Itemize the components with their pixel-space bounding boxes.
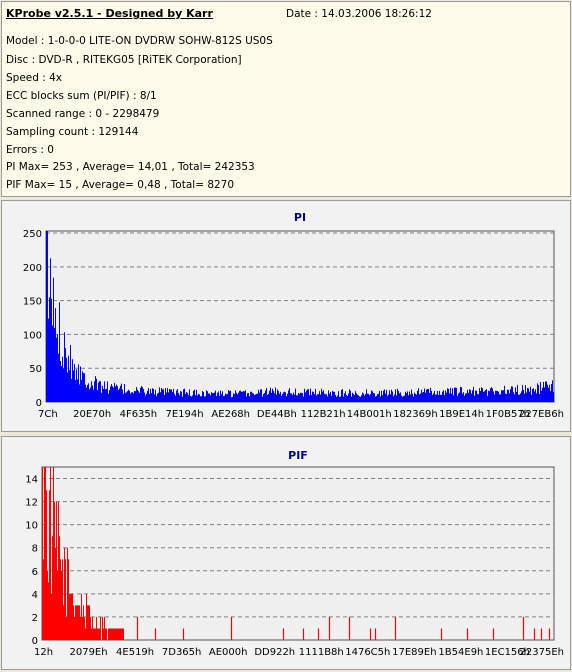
info-ecc-blocks: ECC blocks sum (PI/PIF) : 8/1 <box>6 90 157 102</box>
x-tick-label: 227EB6h <box>519 409 564 420</box>
x-tick-label: 4F635h <box>120 409 158 420</box>
x-tick-label: 112B21h <box>301 409 346 420</box>
info-disc: Disc : DVD-R , RITEKG05 [RiTEK Corporati… <box>6 54 242 66</box>
y-tick-label: 150 <box>23 297 42 308</box>
info-sampling-count: Sampling count : 129144 <box>6 126 139 138</box>
x-tick-label: 22375Eh <box>520 647 564 658</box>
y-tick-label: 8 <box>32 544 38 555</box>
x-tick-label: 1EC156h <box>485 647 530 658</box>
x-tick-label: 182369h <box>393 409 438 420</box>
x-tick-label: 4E519h <box>116 647 154 658</box>
x-tick-label: 7E194h <box>165 409 203 420</box>
x-tick-label: AE000h <box>209 647 248 658</box>
x-tick-label: 20E70h <box>73 409 111 420</box>
x-tick-label: DD922h <box>254 647 295 658</box>
plot-area <box>45 230 555 403</box>
y-tick-label: 2 <box>32 613 38 624</box>
x-tick-label: AE268h <box>211 409 250 420</box>
x-tick-label: 1B54E9h <box>438 647 483 658</box>
chart-title: PI <box>294 211 306 224</box>
x-tick-label: 2079Eh <box>69 647 107 658</box>
x-tick-label: 1111B8h <box>299 647 344 658</box>
y-tick-label: 250 <box>23 229 42 240</box>
x-tick-label: 7Ch <box>38 409 58 420</box>
y-tick-label: 0 <box>36 398 42 409</box>
data-bars <box>46 231 554 402</box>
x-tick-label: DE44Bh <box>257 409 297 420</box>
data-bars <box>42 467 551 640</box>
y-tick-label: 10 <box>25 521 38 532</box>
x-tick-label: 1F0B57h <box>486 409 530 420</box>
pif-chart-panel: PIF 14 12 10 8 6 4 2 0 12h 2079Eh 4E519h 7D365h AE000… <box>1 436 571 670</box>
app-title: KProbe v2.5.1 - Designed by Karr <box>6 7 213 20</box>
y-tick-label: 12 <box>25 498 38 509</box>
y-tick-label: 200 <box>23 263 42 274</box>
chart-title: PIF <box>288 449 308 462</box>
info-pi-stats: PI Max= 253 , Average= 14,01 , Total= 24… <box>6 161 255 173</box>
scan-date: Date : 14.03.2006 18:26:12 <box>286 8 432 20</box>
pi-chart-panel: PI 250 200 150 100 50 0 7Ch 20E70h 4F635h 7E194h AE… <box>1 200 571 432</box>
y-tick-label: 14 <box>25 475 38 486</box>
info-pif-stats: PIF Max= 15 , Average= 0,48 , Total= 827… <box>6 179 235 191</box>
info-panel: KProbe v2.5.1 - Designed by Karr Date : … <box>1 1 571 197</box>
y-tick-label: 6 <box>32 567 38 578</box>
info-model: Model : 1-0-0-0 LITE-ON DVDRW SOHW-812S … <box>6 35 273 47</box>
x-tick-label: 12h <box>34 647 53 658</box>
plot-area <box>41 466 555 641</box>
x-tick-label: 14B001h <box>347 409 392 420</box>
y-tick-label: 0 <box>32 636 38 647</box>
info-errors: Errors : 0 <box>6 144 54 156</box>
x-tick-label: 1B9E14h <box>439 409 484 420</box>
info-speed: Speed : 4x <box>6 72 63 84</box>
x-tick-label: 7D365h <box>162 647 202 658</box>
x-tick-label: 1476C5h <box>345 647 390 658</box>
info-scanned-range: Scanned range : 0 - 2298479 <box>6 108 160 120</box>
y-tick-label: 50 <box>29 364 42 375</box>
y-tick-label: 100 <box>23 330 42 341</box>
y-tick-label: 4 <box>32 590 38 601</box>
x-tick-label: 17E89Eh <box>392 647 436 658</box>
